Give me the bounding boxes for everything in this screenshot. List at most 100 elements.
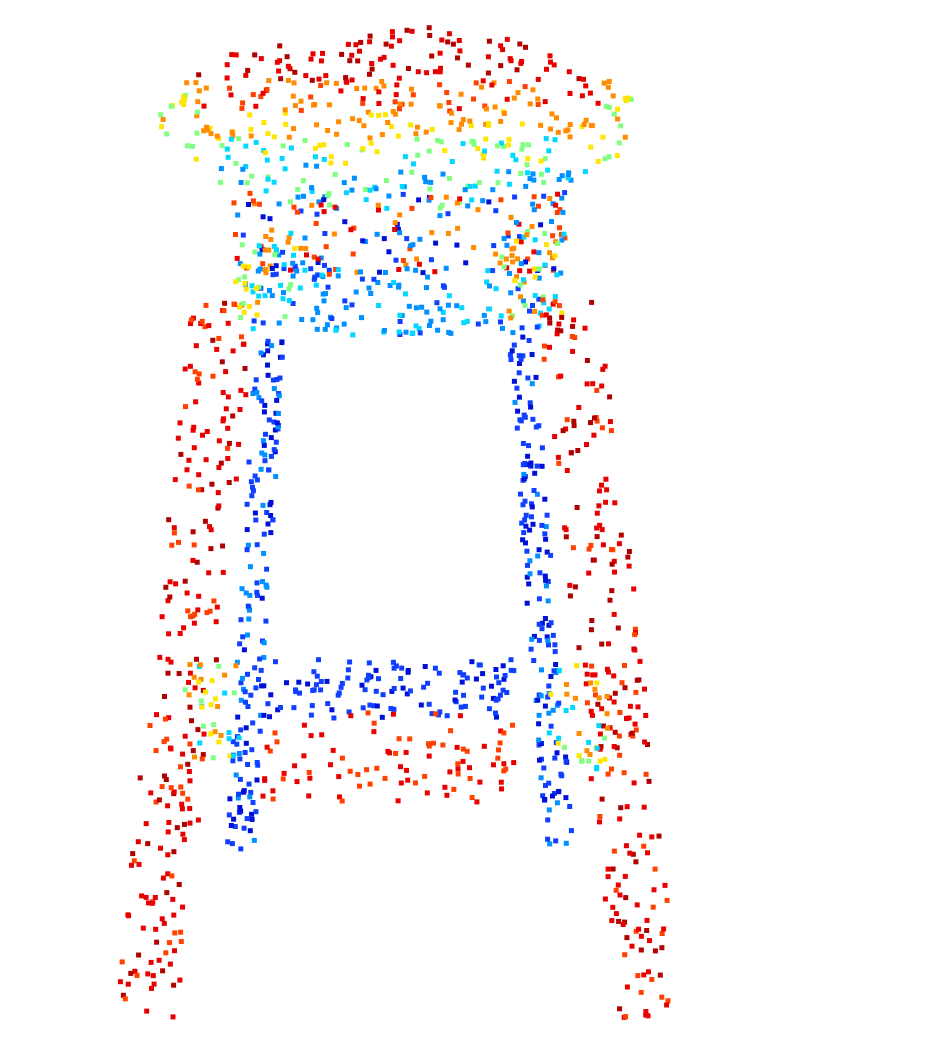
- point: [201, 103, 207, 109]
- point: [650, 904, 656, 910]
- point: [321, 142, 327, 148]
- point: [235, 212, 241, 218]
- point: [165, 829, 171, 835]
- point: [606, 641, 611, 647]
- point: [254, 542, 260, 548]
- point: [318, 687, 324, 693]
- point: [207, 608, 213, 614]
- point: [583, 681, 589, 687]
- point: [162, 716, 168, 722]
- point: [257, 656, 263, 662]
- point: [182, 366, 188, 372]
- point: [423, 129, 429, 135]
- point: [261, 712, 267, 718]
- point: [433, 711, 439, 717]
- point: [342, 219, 348, 225]
- point: [321, 197, 327, 203]
- point: [237, 407, 243, 412]
- point: [508, 667, 514, 673]
- point: [167, 594, 173, 600]
- point: [163, 777, 169, 782]
- point: [212, 729, 218, 735]
- point: [185, 796, 191, 802]
- point: [463, 260, 469, 266]
- point: [380, 692, 386, 698]
- point: [513, 157, 519, 163]
- point: [550, 255, 555, 261]
- point: [624, 935, 630, 941]
- point: [156, 797, 162, 803]
- point: [546, 807, 552, 813]
- point: [259, 450, 265, 456]
- point: [263, 188, 269, 194]
- point: [312, 154, 318, 160]
- point: [497, 692, 503, 698]
- point: [546, 730, 552, 736]
- point: [325, 128, 331, 133]
- point: [363, 197, 369, 203]
- point: [339, 51, 345, 57]
- point: [183, 404, 188, 410]
- point: [226, 730, 232, 736]
- point: [398, 764, 403, 770]
- point: [540, 294, 546, 300]
- point: [455, 225, 461, 231]
- point: [474, 799, 480, 805]
- point: [318, 202, 324, 208]
- point: [540, 297, 546, 303]
- point: [597, 814, 603, 819]
- point: [460, 758, 466, 764]
- point: [387, 283, 393, 288]
- point: [359, 315, 364, 321]
- point: [278, 282, 283, 288]
- point: [514, 274, 520, 280]
- point: [465, 62, 471, 68]
- point: [231, 753, 237, 759]
- point: [594, 525, 600, 531]
- point: [637, 658, 643, 664]
- point: [555, 740, 561, 746]
- point: [597, 746, 603, 752]
- point: [527, 558, 533, 564]
- point: [588, 776, 594, 782]
- point: [564, 691, 570, 697]
- point: [176, 671, 182, 676]
- point: [599, 641, 605, 647]
- point: [398, 780, 404, 786]
- point: [139, 893, 145, 899]
- point: [546, 622, 552, 628]
- point: [309, 185, 315, 191]
- point: [511, 245, 517, 251]
- point: [168, 103, 174, 109]
- point: [259, 595, 265, 601]
- point: [219, 359, 225, 365]
- point: [524, 162, 530, 168]
- point: [119, 959, 125, 965]
- point: [524, 232, 530, 238]
- point: [453, 689, 459, 695]
- point: [520, 334, 526, 340]
- point: [339, 680, 345, 686]
- point: [429, 53, 435, 59]
- point: [447, 769, 453, 775]
- point: [503, 766, 509, 772]
- point: [437, 82, 443, 88]
- point: [290, 273, 296, 279]
- point: [222, 672, 228, 678]
- point: [546, 780, 552, 786]
- point: [251, 318, 257, 324]
- point: [135, 839, 141, 845]
- point: [353, 289, 359, 295]
- point: [426, 701, 432, 707]
- point: [527, 101, 533, 107]
- point: [154, 712, 159, 718]
- point: [219, 143, 225, 149]
- point: [194, 376, 200, 382]
- point: [397, 38, 403, 44]
- point: [494, 143, 500, 149]
- point: [182, 578, 188, 584]
- point: [522, 460, 528, 466]
- point: [208, 131, 214, 137]
- point: [321, 298, 327, 304]
- point: [179, 801, 185, 807]
